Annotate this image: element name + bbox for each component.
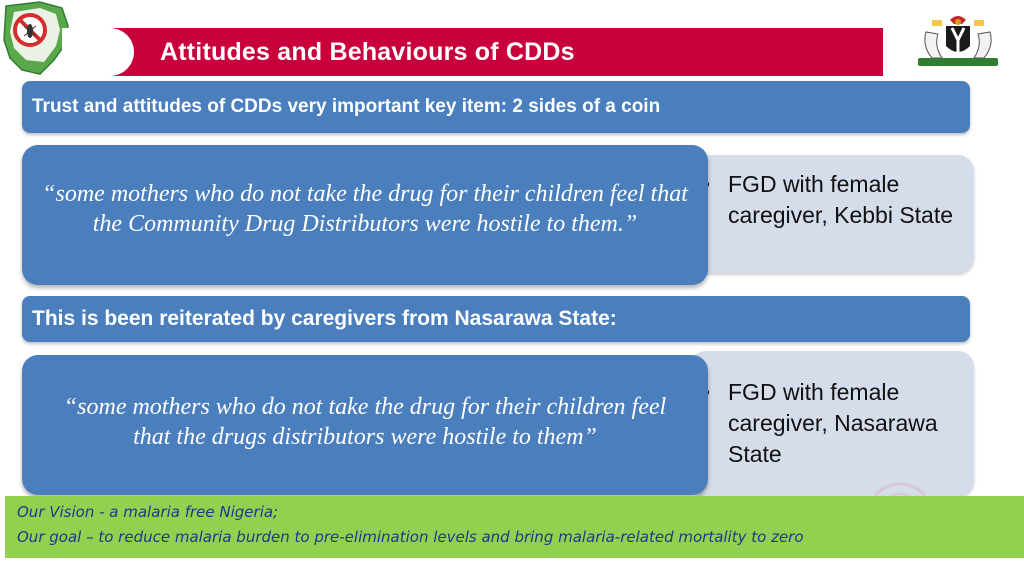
section2-quote-box: “some mothers who do not take the drug f… — [22, 355, 708, 495]
section1-header-text: Trust and attitudes of CDDs very importa… — [32, 96, 661, 117]
section2-header: This is been reiterated by caregivers fr… — [22, 296, 970, 342]
slide-title: Attitudes and Behaviours of CDDs — [160, 38, 575, 66]
footer-vision: Our Vision - a malaria free Nigeria; — [17, 503, 279, 521]
section1-quote-box: “some mothers who do not take the drug f… — [22, 145, 708, 285]
footer-banner: Our Vision - a malaria free Nigeria; Our… — [5, 496, 1024, 558]
title-pill-decoration — [62, 28, 134, 76]
footer-goal: Our goal – to reduce malaria burden to p… — [17, 528, 804, 546]
section1-header: Trust and attitudes of CDDs very importa… — [22, 81, 970, 133]
nigeria-map-logo-icon — [3, 1, 69, 75]
section2-attribution-box: • FGD with female caregiver, Nasarawa St… — [690, 351, 974, 496]
title-band — [62, 28, 883, 76]
section1-quote: “some mothers who do not take the drug f… — [42, 181, 688, 237]
section2-attribution: FGD with female caregiver, Nasarawa Stat… — [728, 379, 938, 467]
section1-attribution: FGD with female caregiver, Kebbi State — [728, 171, 954, 228]
section2-header-text: This is been reiterated by caregivers fr… — [32, 307, 617, 330]
section1-attribution-box: • FGD with female caregiver, Kebbi State — [690, 155, 974, 273]
coat-of-arms-icon — [918, 16, 998, 66]
section2-quote: “some mothers who do not take the drug f… — [63, 394, 667, 450]
